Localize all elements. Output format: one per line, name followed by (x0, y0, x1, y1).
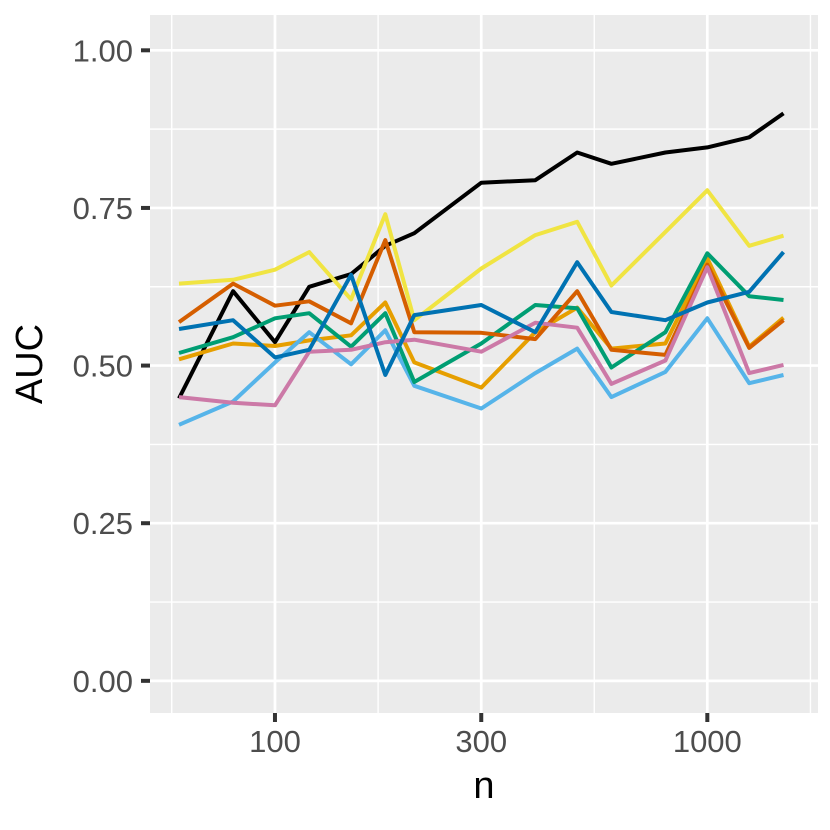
y-tick-label: 0.50 (73, 349, 133, 384)
series-line-orange (178, 256, 785, 390)
y-tick-label: 0.25 (73, 506, 133, 541)
y-axis-title: AUC (9, 324, 51, 404)
series-line-pink (178, 265, 784, 408)
x-tick-label: 1000 (673, 724, 742, 759)
y-tick-label: 0.75 (73, 191, 133, 226)
series-line-yellow (178, 188, 785, 323)
series-line-green (178, 251, 784, 384)
y-tick-label: 0.00 (73, 664, 133, 699)
series-line-black (177, 111, 785, 400)
series-lines (177, 111, 786, 427)
axis-tick-labels: 0.00 0.25 0.50 0.75 1.00 100 300 1000 (73, 33, 742, 759)
axis-ticks (141, 48, 710, 722)
minor-gridlines (150, 15, 818, 713)
x-tick-label: 100 (249, 724, 301, 759)
series-line-blue (178, 250, 786, 377)
y-tick-label: 1.00 (73, 33, 133, 68)
x-axis-title: n (473, 765, 494, 807)
series-line-sky-blue (178, 316, 784, 427)
x-tick-label: 300 (455, 724, 507, 759)
plot-panel (150, 15, 818, 713)
